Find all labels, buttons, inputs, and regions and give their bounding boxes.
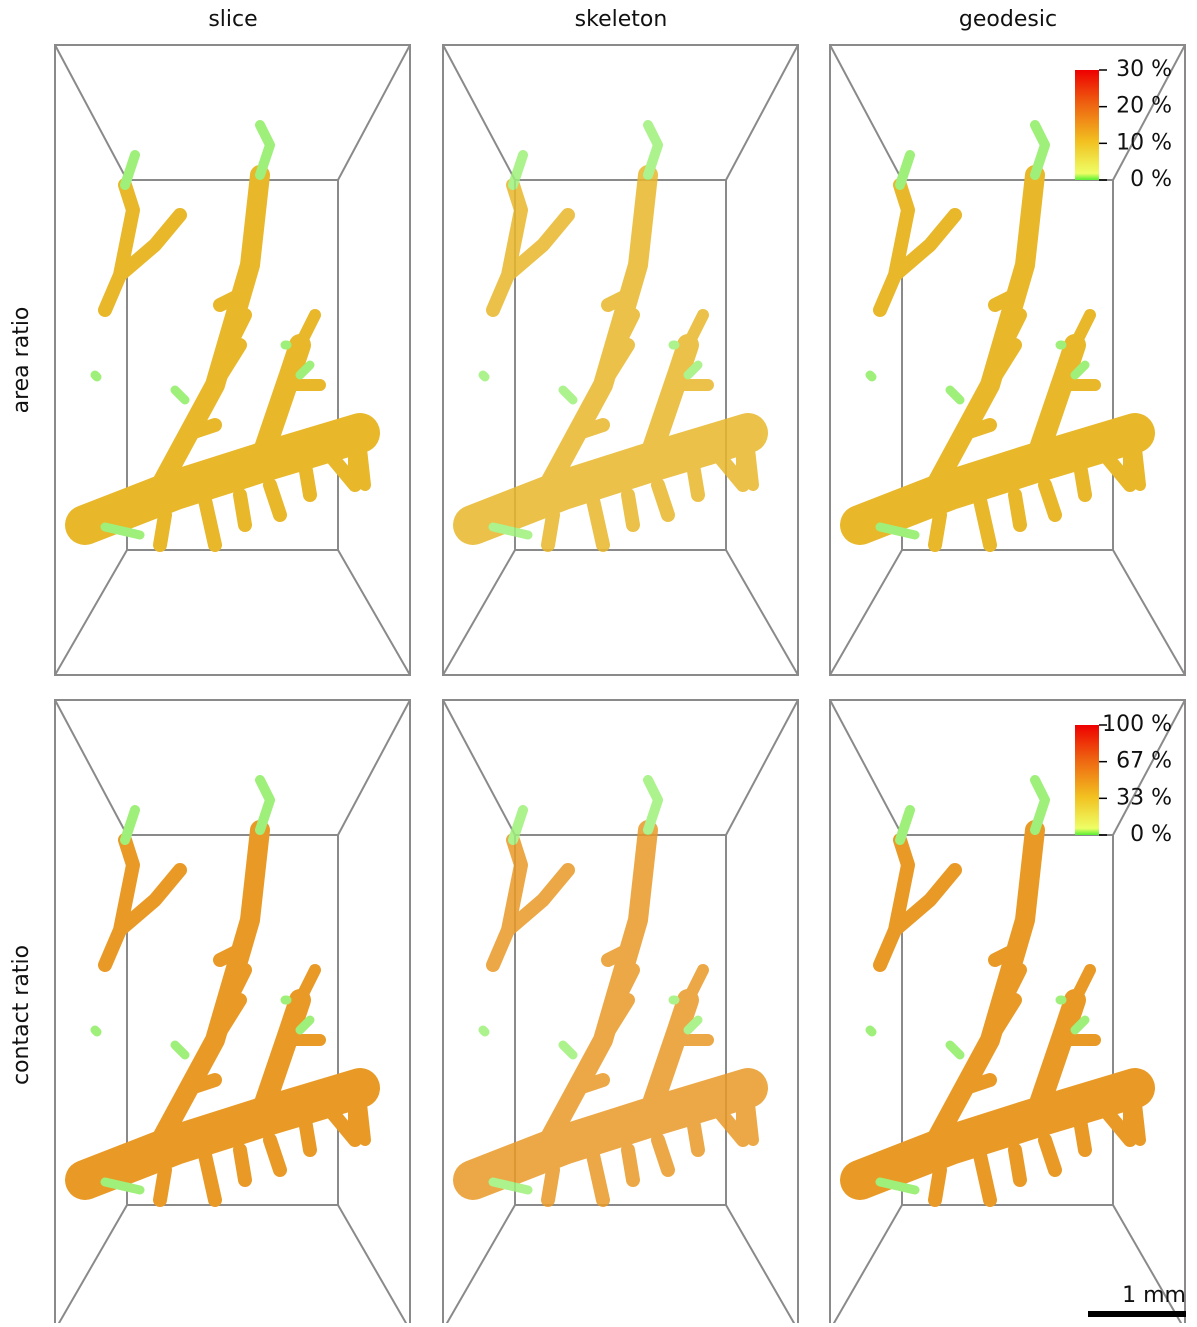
panels [55,45,1185,1323]
row-label: contact ratio [9,945,34,1085]
colorbar-label: 67 % [1116,749,1172,774]
render-panel [55,45,410,675]
render-panel [55,700,410,1323]
colorbar-label: 30 % [1116,57,1172,82]
colorbar-label: 0 % [1130,167,1172,192]
colorbar [1075,725,1099,835]
scale-bar: 1 mm [1088,1283,1186,1314]
colorbar-label: 10 % [1116,130,1172,155]
row-label: area ratio [9,307,34,414]
render-panel [443,45,798,675]
colorbar-label: 0 % [1130,822,1172,847]
column-header: skeleton [575,7,668,32]
colorbar-label: 33 % [1116,785,1172,810]
column-header: geodesic [959,7,1057,32]
colorbar [1075,70,1099,180]
scale-bar-label: 1 mm [1122,1283,1186,1308]
colorbar-label: 20 % [1116,94,1172,119]
render-panel [443,700,798,1323]
column-header: slice [208,7,257,32]
colorbar-label: 100 % [1102,712,1172,737]
figure: 1 mm slice skeleton geodesic area ratio 30 %… [0,0,1197,1323]
